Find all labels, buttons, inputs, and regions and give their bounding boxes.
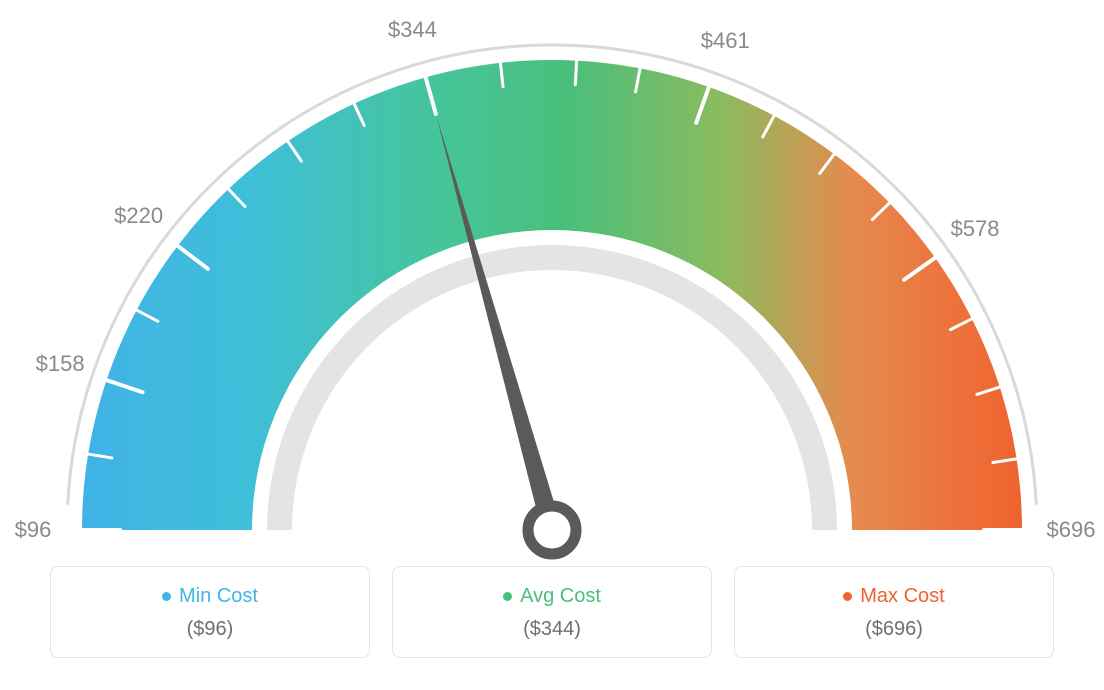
legend-card-min: Min Cost ($96) bbox=[50, 566, 370, 658]
tick-label: $96 bbox=[15, 517, 52, 543]
tick-label: $344 bbox=[388, 17, 437, 43]
tick bbox=[575, 61, 576, 85]
legend-card-avg: Avg Cost ($344) bbox=[392, 566, 712, 658]
legend-label-avg: Avg Cost bbox=[520, 585, 601, 608]
dot-max bbox=[843, 592, 852, 601]
legend-value-max: ($696) bbox=[735, 618, 1053, 641]
legend-card-max: Max Cost ($696) bbox=[734, 566, 1054, 658]
legend-title-min: Min Cost bbox=[162, 585, 258, 608]
legend-label-min: Min Cost bbox=[179, 585, 258, 608]
legend-title-avg: Avg Cost bbox=[503, 585, 601, 608]
tick-label: $158 bbox=[36, 351, 85, 377]
legend-title-max: Max Cost bbox=[843, 585, 944, 608]
tick-label: $578 bbox=[951, 216, 1000, 242]
legend-row: Min Cost ($96) Avg Cost ($344) Max Cost … bbox=[0, 566, 1104, 658]
legend-value-avg: ($344) bbox=[393, 618, 711, 641]
tick-label: $696 bbox=[1047, 517, 1096, 543]
gauge-svg bbox=[0, 0, 1104, 560]
gauge-band bbox=[82, 60, 1022, 530]
needle-hub bbox=[528, 506, 576, 554]
dot-min bbox=[162, 592, 171, 601]
tick-label: $220 bbox=[114, 203, 163, 229]
tick-label: $461 bbox=[701, 28, 750, 54]
legend-value-min: ($96) bbox=[51, 618, 369, 641]
dot-avg bbox=[503, 592, 512, 601]
gauge-container: $96 $158 $220 $344 $461 $578 $696 bbox=[0, 0, 1104, 560]
legend-label-max: Max Cost bbox=[860, 585, 944, 608]
